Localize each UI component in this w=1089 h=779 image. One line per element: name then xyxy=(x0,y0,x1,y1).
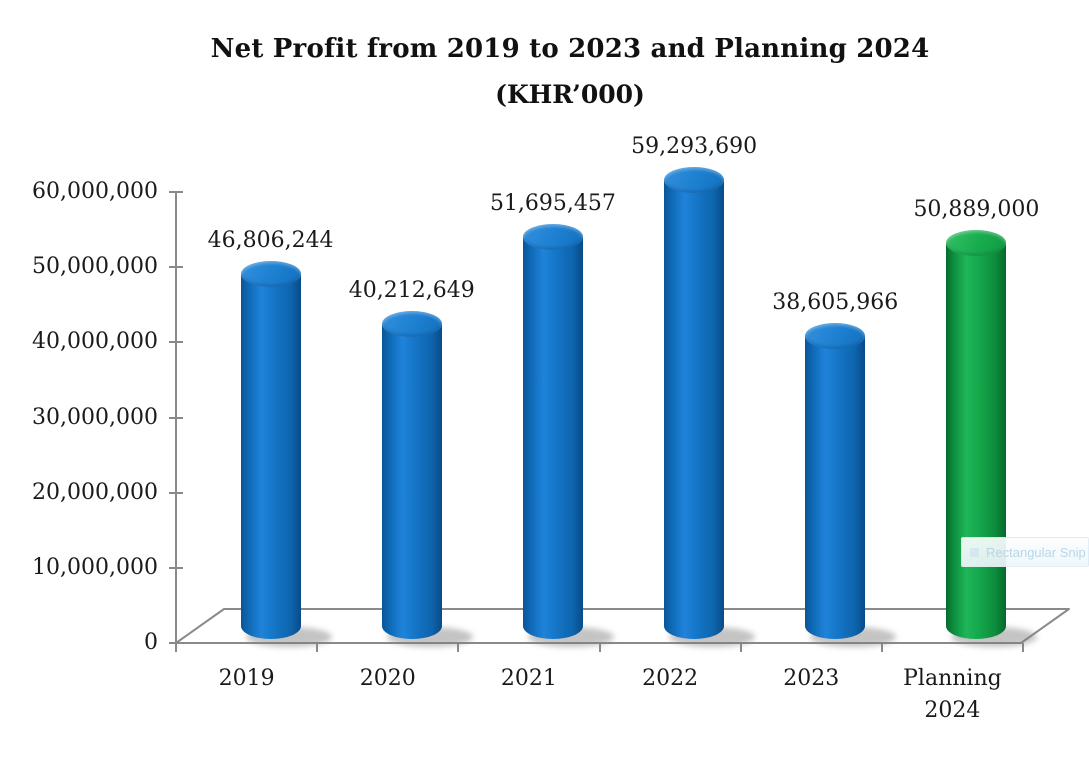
cylinder-body xyxy=(664,180,725,639)
cylinder-top xyxy=(522,224,583,251)
chart-title: Net Profit from 2019 to 2023 and Plannin… xyxy=(110,34,1030,109)
cylinder-body xyxy=(522,237,583,639)
y-axis-label: 30,000,000 xyxy=(32,404,158,430)
cylinder-top xyxy=(381,310,442,337)
x-axis-tick xyxy=(880,643,883,652)
y-axis-label: 10,000,000 xyxy=(32,554,158,580)
y-axis-tick xyxy=(169,341,183,344)
snip-icon xyxy=(970,547,979,557)
y-axis-tick xyxy=(169,566,183,569)
x-axis-tick xyxy=(598,643,601,652)
x-axis-label: 2022 xyxy=(642,666,699,691)
cylinder-top xyxy=(664,167,725,194)
x-axis-tick xyxy=(316,643,319,652)
y-axis-tick xyxy=(169,416,183,419)
x-axis-label: 2019 xyxy=(218,666,275,691)
x-axis-tick xyxy=(1022,643,1025,652)
y-axis-label: 0 xyxy=(144,630,158,655)
cylinder-body xyxy=(240,274,301,639)
cylinder-top xyxy=(805,322,866,349)
bar-value-label: 46,806,244 xyxy=(207,228,334,254)
bar-value-label: 59,293,690 xyxy=(631,134,758,160)
rectangular-snip-tooltip: Rectangular Snip xyxy=(961,537,1089,567)
x-axis-tick xyxy=(457,643,460,652)
bar-value-label: 51,695,457 xyxy=(489,191,616,217)
y-axis-label: 50,000,000 xyxy=(32,254,158,280)
snip-tooltip-label: Rectangular Snip xyxy=(986,544,1086,560)
y-axis-label: 40,000,000 xyxy=(32,329,158,355)
x-axis-label: 2021 xyxy=(500,666,557,691)
cylinder-body xyxy=(381,323,442,639)
chart-title-line2: (KHR’000) xyxy=(495,80,645,109)
y-axis-label: 60,000,000 xyxy=(32,179,158,204)
cylinder-body xyxy=(805,335,866,639)
x-axis-label: 2023 xyxy=(783,666,840,691)
y-axis-tick xyxy=(169,191,183,193)
bar-value-label: 40,212,649 xyxy=(348,277,475,303)
x-axis-label: Planning 2024 xyxy=(903,666,1002,723)
y-axis-tick xyxy=(169,491,183,494)
cylinder-body xyxy=(946,243,1007,639)
y-axis-tick xyxy=(169,266,183,269)
bar-value-label: 38,605,966 xyxy=(772,289,899,315)
x-axis-tick xyxy=(739,643,742,652)
x-axis-label: 2020 xyxy=(359,666,416,691)
x-axis-tick xyxy=(175,643,177,652)
chart-title-line1: Net Profit from 2019 to 2023 and Plannin… xyxy=(210,34,930,64)
y-axis-label: 20,000,000 xyxy=(32,479,158,505)
cylinder-top xyxy=(946,230,1007,257)
bar-value-label: 50,889,000 xyxy=(913,197,1040,223)
cylinder-top xyxy=(240,261,301,288)
